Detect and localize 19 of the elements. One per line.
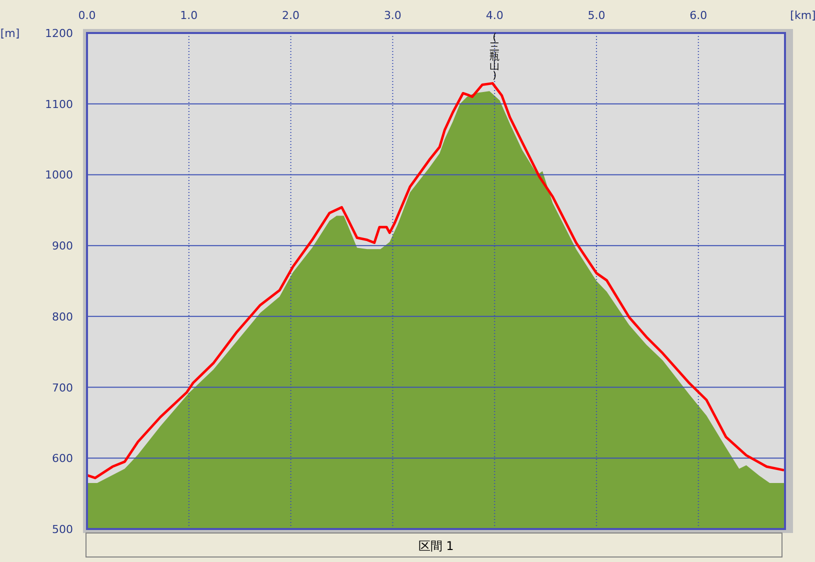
x-tick-label: 0.0 xyxy=(78,9,96,22)
y-axis-title: [m] xyxy=(0,27,20,40)
y-tick-label: 600 xyxy=(52,452,73,466)
x-axis-title: [km] xyxy=(790,9,815,22)
y-tick-label: 1100 xyxy=(45,98,73,111)
y-tick-label: 900 xyxy=(52,240,73,253)
y-tick-label: 1200 xyxy=(45,27,73,40)
y-tick-label: 500 xyxy=(52,523,73,536)
y-tick-label: 1000 xyxy=(45,168,73,182)
annotation: (三瓶山) xyxy=(490,32,500,82)
x-tick-label: 3.0 xyxy=(384,9,402,22)
y-tick-label: 700 xyxy=(52,381,73,394)
x-tick-label: 5.0 xyxy=(588,9,606,22)
x-tick-label: 1.0 xyxy=(180,9,198,22)
x-tick-label: 2.0 xyxy=(282,9,300,22)
x-tick-label: 6.0 xyxy=(690,9,708,22)
y-tick-label: 800 xyxy=(52,310,73,324)
section-bar: 区間 1 xyxy=(86,532,782,558)
x-tick-label: 4.0 xyxy=(486,9,504,22)
